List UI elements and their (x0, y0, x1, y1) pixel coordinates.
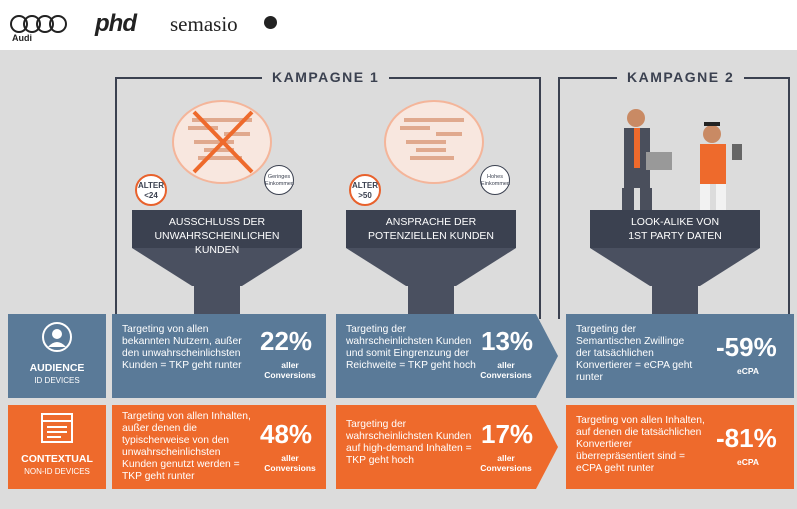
funnel-1-label: AUSSCHLUSS DER UNWAHRSCHEINLICHEN KUNDEN (132, 215, 302, 257)
business-people-illustration (622, 109, 742, 212)
audience-row: AUDIENCE ID DEVICES Targeting von allen … (0, 314, 797, 398)
cell-metric: aller Conversions (476, 453, 536, 473)
phd-logo: phd (95, 10, 137, 37)
audience-cell-3: Targeting der Semantischen Zwillinge der… (566, 314, 794, 398)
cell-metric: eCPA (716, 366, 780, 376)
cell-description: Targeting von allen Inhalten, außer dene… (122, 411, 251, 482)
income-badge-l2: Einkommen (481, 181, 511, 187)
contextual-cell-1: Targeting von allen Inhalten, außer dene… (112, 405, 326, 489)
cell-metric-line2: Conversions (480, 370, 532, 380)
funnel-2-label: ANSPRACHE DER POTENZIELLEN KUNDEN (346, 215, 516, 243)
cell-metric: eCPA (716, 457, 780, 467)
semasio-logo: semasio (170, 12, 238, 36)
cell-metric-line1: aller (281, 360, 299, 370)
age-badge-label: ALTER (351, 181, 379, 190)
cell-description: Targeting der wahrscheinlichsten Kunden … (346, 324, 476, 371)
age-badge-label: ALTER (137, 181, 165, 190)
word-cloud-2 (384, 100, 484, 184)
logo-bar: Audi phd semasio (0, 0, 797, 50)
user-icon (42, 322, 72, 352)
audience-cell-2: Targeting der wahrscheinlichsten Kunden … (336, 314, 536, 398)
word-cloud-graphic (400, 118, 464, 160)
income-badge-high: Hohes Einkommen (480, 165, 510, 195)
audience-cell-1: Targeting von allen bekannten Nutzern, a… (112, 314, 326, 398)
funnel-2-line2: POTENZIELLEN KUNDEN (367, 230, 495, 242)
income-badge-low: Geringes Einkommen (264, 165, 294, 195)
cell-description: Targeting der wahrscheinlichsten Kunden … (346, 419, 472, 466)
arrow-right-icon (536, 405, 558, 489)
campaign-1-title: KAMPAGNE 1 (262, 69, 390, 85)
age-badge-under-24: ALTER <24 (135, 174, 167, 206)
cell-metric-line1: aller (497, 453, 515, 463)
cell-value: 17% (481, 419, 534, 449)
cross-out-icon (188, 110, 254, 174)
funnel-1-line1: AUSSCHLUSS DER (168, 216, 266, 228)
cell-metric: aller Conversions (260, 453, 320, 473)
audi-rings-logo (10, 15, 67, 33)
audience-title: AUDIENCE (29, 362, 85, 374)
browser-window-icon (41, 413, 73, 443)
cell-value: -81% (716, 423, 777, 453)
cell-metric: aller Conversions (476, 360, 536, 380)
word-cloud-1 (172, 100, 272, 184)
income-badge-l1: Geringes (267, 174, 291, 180)
funnel-3-line1: LOOK-ALIKE VON (630, 216, 720, 228)
cell-description: Targeting der Semantischen Zwillinge der… (576, 324, 693, 383)
audience-subtitle: ID DEVICES (34, 376, 80, 385)
funnel-2-line1: ANSPRACHE DER (385, 216, 477, 228)
cell-metric-line1: eCPA (736, 366, 760, 376)
cell-value: 48% (260, 419, 313, 449)
funnel-1-line2: UNWAHRSCHEINLICHEN KUNDEN (154, 230, 280, 256)
cell-value: 22% (260, 326, 313, 356)
income-badge-l1: Hohes (487, 174, 503, 180)
income-badge-l2: Einkommen (265, 181, 295, 187)
age-badge-value: >50 (358, 191, 372, 200)
cell-description: Targeting von allen bekannten Nutzern, a… (122, 324, 242, 371)
cell-description: Targeting von allen Inhalten, auf denen … (576, 415, 705, 474)
contextual-cell-2: Targeting der wahrscheinlichsten Kunden … (336, 405, 536, 489)
age-badge-over-50: ALTER >50 (349, 174, 381, 206)
audi-logo-text: Audi (12, 33, 32, 43)
contextual-cell-3: Targeting von allen Inhalten, auf denen … (566, 405, 794, 489)
cell-metric-line2: Conversions (264, 370, 316, 380)
semasio-mark-icon (264, 16, 277, 29)
cell-metric-line2: Conversions (480, 463, 532, 473)
contextual-row: CONTEXTUAL NON-ID DEVICES Targeting von … (0, 405, 797, 489)
cell-metric-line1: aller (497, 360, 515, 370)
cell-value: 13% (481, 326, 534, 356)
cell-value: -59% (716, 332, 777, 362)
campaign-2-title: KAMPAGNE 2 (617, 69, 745, 85)
cell-metric: aller Conversions (260, 360, 320, 380)
audience-header: AUDIENCE ID DEVICES (8, 314, 106, 398)
cell-metric-line1: eCPA (736, 457, 760, 467)
funnel-3-label: LOOK-ALIKE VON 1ST PARTY DATEN (590, 215, 760, 243)
arrow-right-icon (536, 314, 558, 398)
funnel-3-line2: 1ST PARTY DATEN (628, 230, 722, 242)
age-badge-value: <24 (144, 191, 158, 200)
contextual-title: CONTEXTUAL (21, 453, 93, 465)
contextual-header: CONTEXTUAL NON-ID DEVICES (8, 405, 106, 489)
cell-metric-line1: aller (281, 453, 299, 463)
contextual-subtitle: NON-ID DEVICES (24, 467, 90, 476)
cell-metric-line2: Conversions (264, 463, 316, 473)
